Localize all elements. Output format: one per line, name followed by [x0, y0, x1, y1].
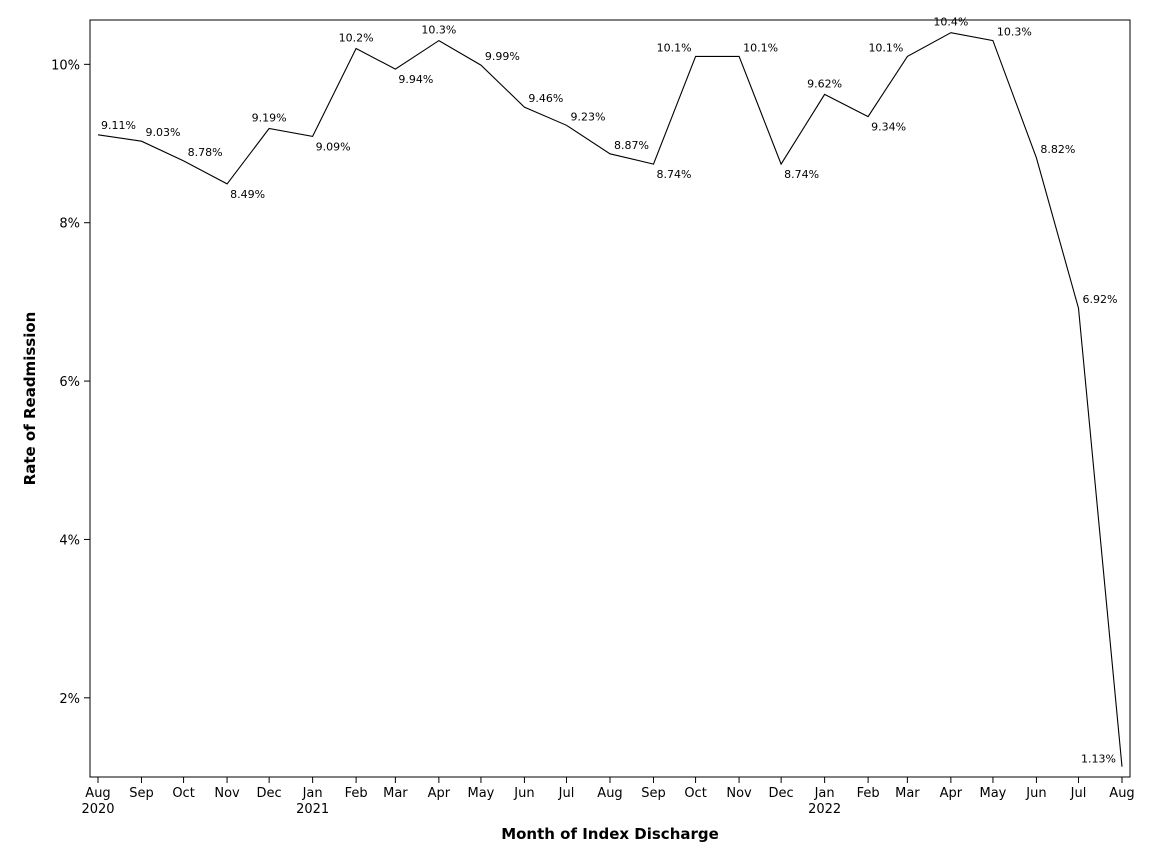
x-tick-label-month: Dec — [257, 786, 282, 801]
x-axis-title: Month of Index Discharge — [501, 825, 719, 843]
x-tick-label-year: 2022 — [808, 802, 841, 817]
data-label: 9.62% — [807, 77, 842, 90]
data-label: 8.49% — [230, 188, 265, 201]
y-tick-label: 4% — [59, 533, 80, 548]
data-label: 9.94% — [398, 73, 433, 86]
data-label: 10.3% — [421, 24, 456, 37]
plot-frame — [89, 19, 1131, 778]
data-label: 10.1% — [868, 41, 903, 54]
x-tick-label-month: Jan — [814, 786, 835, 801]
data-label: 10.2% — [339, 32, 374, 45]
data-label: 8.87% — [614, 139, 649, 152]
x-tick-label-month: Oct — [172, 786, 194, 801]
y-axis: 2% 4% 6% 8% 10% — [51, 58, 90, 707]
x-tick-label-month: Mar — [895, 786, 920, 801]
x-tick-label-month: May — [980, 786, 1007, 801]
data-label: 10.4% — [933, 16, 968, 29]
x-tick-label-month: Oct — [684, 786, 706, 801]
x-tick-label-month: Dec — [769, 786, 794, 801]
x-tick-label-month: Nov — [726, 786, 752, 801]
data-label: 10.3% — [997, 26, 1032, 39]
x-tick-label-month: Aug — [597, 786, 622, 801]
x-tick-label-month: Sep — [641, 786, 666, 801]
x-tick-label-month: Apr — [940, 786, 963, 801]
x-tick-label-month: Jul — [1070, 786, 1087, 801]
x-tick-label-month: Aug — [1109, 786, 1134, 801]
data-label: 9.34% — [871, 121, 906, 134]
data-label: 9.19% — [252, 112, 287, 125]
data-label: 1.13% — [1081, 753, 1116, 766]
data-label-layer: 9.11% 9.03% 8.78% 8.49% 9.19% 9.09% 10.2% 9.94%… — [101, 16, 1117, 766]
x-tick-label-month: Jun — [513, 786, 534, 801]
data-label: 10.1% — [743, 41, 778, 54]
x-tick-label-month: Jan — [302, 786, 323, 801]
data-label: 9.03% — [146, 126, 181, 139]
data-label: 6.92% — [1083, 293, 1118, 306]
series-layer — [97, 32, 1123, 767]
x-tick-label-year: 2020 — [81, 802, 114, 817]
x-tick-label-month: Feb — [857, 786, 880, 801]
data-label: 8.74% — [784, 168, 819, 181]
data-label: 9.09% — [316, 140, 351, 153]
x-tick-label-month: Sep — [129, 786, 154, 801]
data-label: 8.74% — [657, 168, 692, 181]
x-tick-label-month: Apr — [428, 786, 451, 801]
y-tick-label: 10% — [51, 58, 80, 73]
x-tick-label-month: Jun — [1025, 786, 1046, 801]
x-tick-label-month: May — [468, 786, 495, 801]
data-label: 9.11% — [101, 119, 136, 132]
series-line — [97, 32, 1123, 767]
y-tick-label: 6% — [59, 375, 80, 390]
x-tick-label-month: Aug — [85, 786, 110, 801]
y-tick-label: 8% — [59, 217, 80, 232]
data-label: 9.23% — [571, 110, 606, 123]
x-tick-label-year: 2021 — [296, 802, 329, 817]
x-tick-label-month: Nov — [214, 786, 240, 801]
x-tick-label-month: Feb — [345, 786, 368, 801]
y-tick-label: 2% — [59, 692, 80, 707]
y-axis-title: Rate of Readmission — [21, 312, 39, 486]
x-tick-label-month: Mar — [383, 786, 408, 801]
data-label: 9.99% — [485, 50, 520, 63]
data-label: 8.82% — [1040, 143, 1075, 156]
data-label: 10.1% — [657, 41, 692, 54]
x-tick-label-month: Jul — [558, 786, 575, 801]
data-label: 8.78% — [188, 146, 223, 159]
data-label: 9.46% — [528, 92, 563, 105]
